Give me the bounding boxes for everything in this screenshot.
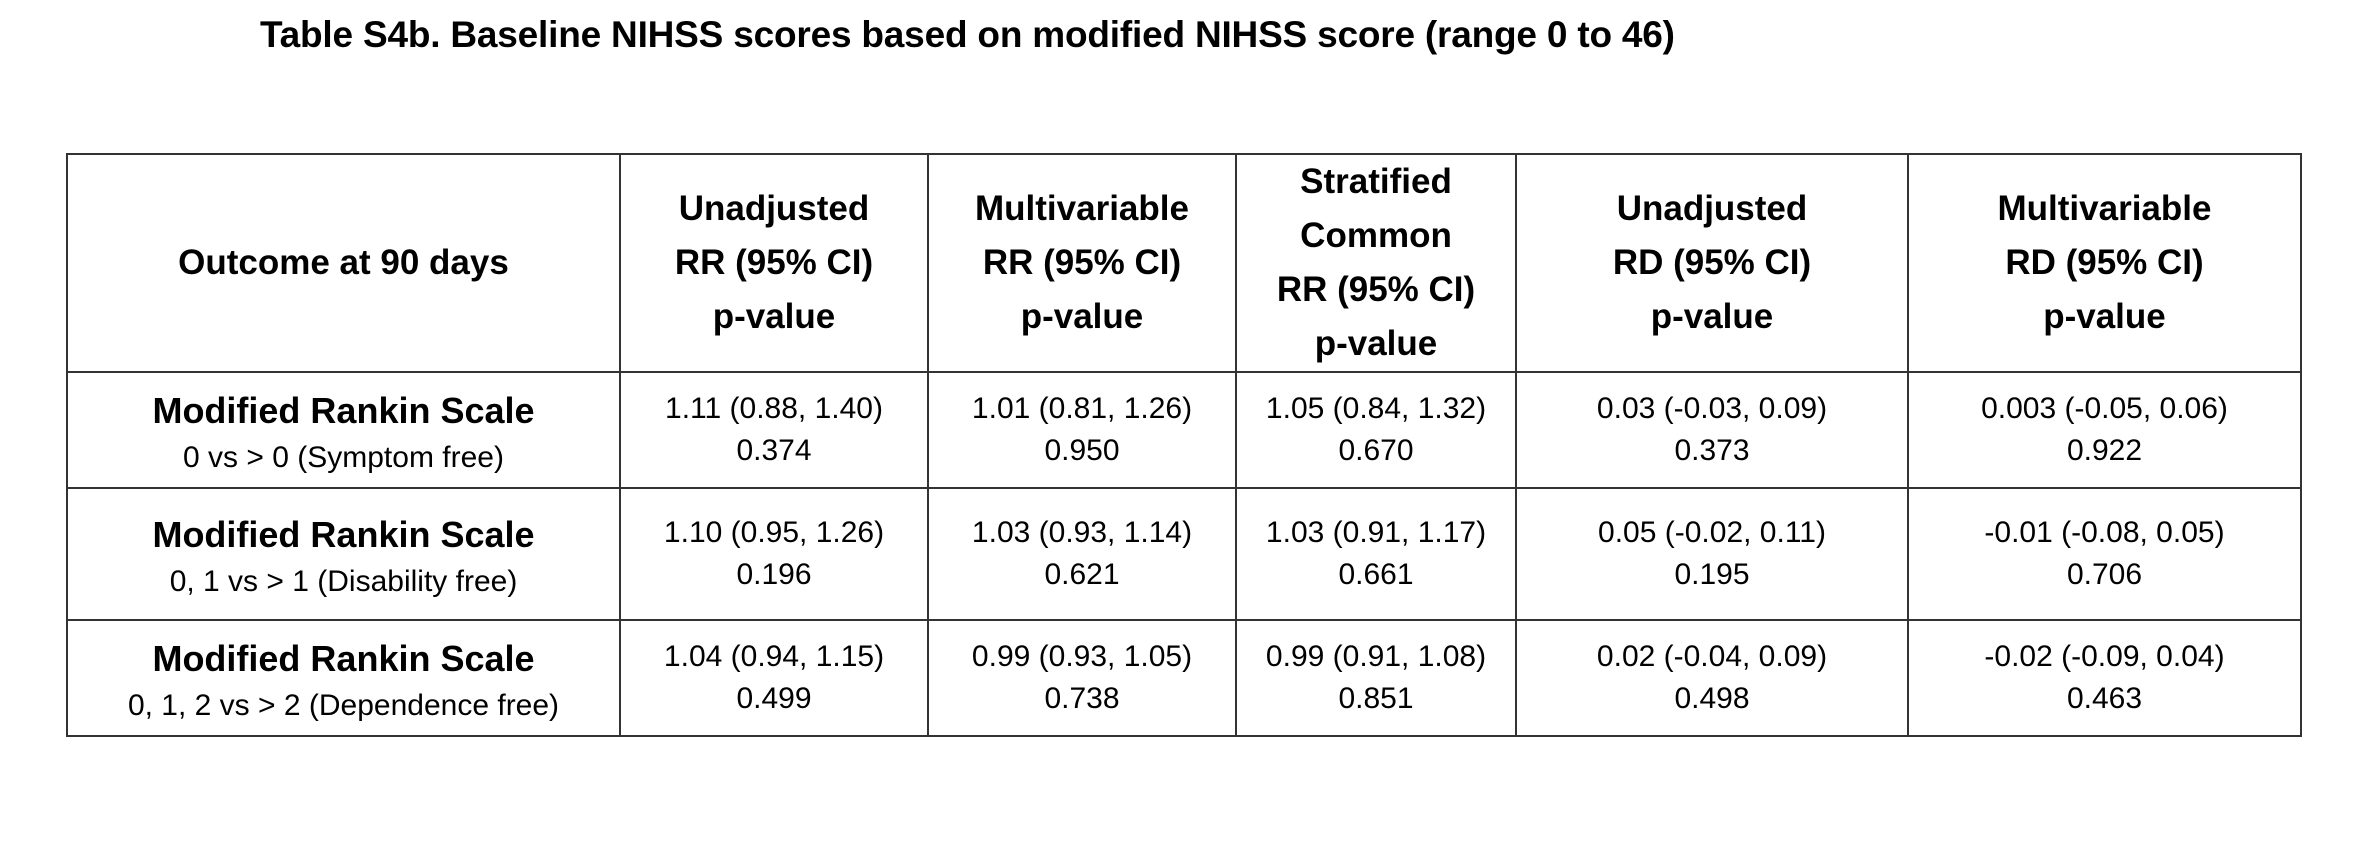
value-cell: -0.01 (-0.08, 0.05) 0.706 [1907,486,2302,621]
p-value: 0.374 [736,433,812,467]
outcome-description: 0 vs > 0 (Symptom free) [183,441,504,475]
outcome-cell: Modified Rankin Scale 0, 1, 2 vs > 2 (De… [66,618,621,737]
p-value: 0.621 [1044,557,1120,591]
outcome-name: Modified Rankin Scale [152,513,535,555]
p-value: 0.922 [2066,433,2143,467]
header-line: RR (95% CI) [1276,269,1476,309]
outcome-cell: Modified Rankin Scale 0 vs > 0 (Symptom … [66,370,621,489]
outcome-name: Modified Rankin Scale [152,389,535,431]
value-cell: -0.02 (-0.09, 0.04) 0.463 [1907,618,2302,737]
header-unadjusted-rr: Unadjusted RR (95% CI) p-value [619,153,929,373]
value-cell: 1.04 (0.94, 1.15) 0.499 [619,618,929,737]
header-multivariable-rr: Multivariable RR (95% CI) p-value [927,153,1237,373]
estimate: 0.99 (0.93, 1.05) [971,639,1193,673]
value-cell: 1.03 (0.91, 1.17) 0.661 [1235,486,1517,621]
header-line: p-value [2043,296,2166,336]
header-line: p-value [1020,296,1144,336]
outcome-name: Modified Rankin Scale [152,637,535,679]
estimate: 1.03 (0.91, 1.17) [1265,515,1487,549]
p-value: 0.670 [1338,433,1414,467]
header-multivariable-rd: Multivariable RD (95% CI) p-value [1907,153,2302,373]
value-cell: 1.03 (0.93, 1.14) 0.621 [927,486,1237,621]
header-outcome: Outcome at 90 days [66,153,621,373]
header-unadjusted-rd: Unadjusted RD (95% CI) p-value [1515,153,1909,373]
p-value: 0.498 [1674,681,1750,715]
p-value: 0.195 [1674,557,1750,591]
value-cell: 0.02 (-0.04, 0.09) 0.498 [1515,618,1909,737]
estimate: 0.02 (-0.04, 0.09) [1596,639,1828,673]
value-cell: 1.01 (0.81, 1.26) 0.950 [927,370,1237,489]
value-cell: 0.99 (0.93, 1.05) 0.738 [927,618,1237,737]
header-line: Multivariable [975,188,1189,228]
header-line: RR (95% CI) [674,242,874,282]
estimate: 0.03 (-0.03, 0.09) [1596,391,1828,425]
outcome-description: 0, 1 vs > 1 (Disability free) [169,565,518,599]
estimate: 1.10 (0.95, 1.26) [663,515,885,549]
estimate: 1.03 (0.93, 1.14) [971,515,1193,549]
header-line: Common [1300,215,1452,255]
estimate: 1.01 (0.81, 1.26) [971,391,1193,425]
header-line: RR (95% CI) [982,242,1182,282]
value-cell: 1.05 (0.84, 1.32) 0.670 [1235,370,1517,489]
estimate: 0.99 (0.91, 1.08) [1265,639,1487,673]
p-value: 0.738 [1044,681,1120,715]
value-cell: 0.003 (-0.05, 0.06) 0.922 [1907,370,2302,489]
header-line: RD (95% CI) [2005,242,2204,282]
header-line: Outcome at 90 days [178,242,509,282]
value-cell: 1.10 (0.95, 1.26) 0.196 [619,486,929,621]
p-value: 0.196 [736,557,812,591]
header-line: p-value [712,296,836,336]
table-row: Modified Rankin Scale 0, 1 vs > 1 (Disab… [66,486,2302,621]
estimate: -0.02 (-0.09, 0.04) [1984,639,2225,673]
header-line: RD (95% CI) [1612,242,1812,282]
p-value: 0.463 [2066,681,2143,715]
p-value: 0.373 [1674,433,1750,467]
estimate: 1.05 (0.84, 1.32) [1265,391,1487,425]
p-value: 0.950 [1044,433,1120,467]
estimate: -0.01 (-0.08, 0.05) [1984,515,2225,549]
header-line: Stratified [1300,162,1452,201]
outcome-cell: Modified Rankin Scale 0, 1 vs > 1 (Disab… [66,486,621,621]
outcome-description: 0, 1, 2 vs > 2 (Dependence free) [127,689,560,723]
p-value: 0.851 [1338,681,1414,715]
header-stratified-common-rr: Stratified Common RR (95% CI) p-value [1235,153,1517,373]
header-line: Unadjusted [678,188,870,228]
p-value: 0.499 [736,681,812,715]
header-line: Unadjusted [1616,188,1808,228]
table-caption: Table S4b. Baseline NIHSS scores based o… [260,14,1675,55]
estimate: 0.05 (-0.02, 0.11) [1598,515,1826,549]
header-line: Multivariable [1997,188,2212,228]
value-cell: 0.05 (-0.02, 0.11) 0.195 [1515,486,1909,621]
value-cell: 0.99 (0.91, 1.08) 0.851 [1235,618,1517,737]
header-line: p-value [1314,323,1438,363]
estimate: 1.11 (0.88, 1.40) [665,391,883,425]
p-value: 0.706 [2066,557,2143,591]
value-cell: 1.11 (0.88, 1.40) 0.374 [619,370,929,489]
table-row: Modified Rankin Scale 0, 1, 2 vs > 2 (De… [66,618,2302,737]
p-value: 0.661 [1338,557,1414,591]
header-row: Outcome at 90 days Unadjusted RR (95% CI… [66,153,2302,373]
results-table: Outcome at 90 days Unadjusted RR (95% CI… [66,153,2302,737]
estimate: 0.003 (-0.05, 0.06) [1981,391,2228,425]
value-cell: 0.03 (-0.03, 0.09) 0.373 [1515,370,1909,489]
table-row: Modified Rankin Scale 0 vs > 0 (Symptom … [66,370,2302,489]
estimate: 1.04 (0.94, 1.15) [663,639,885,673]
header-line: p-value [1650,296,1774,336]
